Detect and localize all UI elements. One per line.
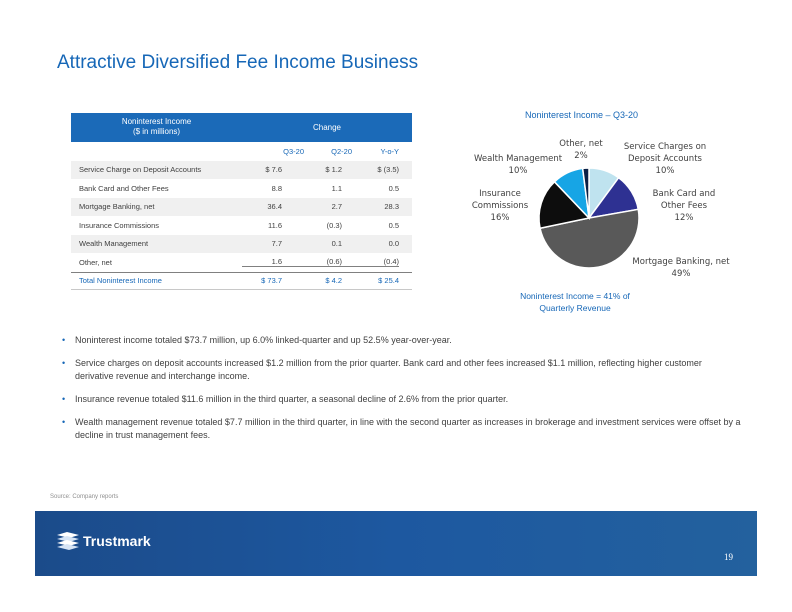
- pie-label: Other, net 2%: [521, 138, 641, 162]
- source-note: Source: Company reports: [50, 494, 119, 500]
- col-q2-header: Q2-20: [331, 146, 352, 156]
- cell-q3: $ 73.7: [261, 276, 282, 286]
- pie-label-line: 16%: [490, 213, 510, 223]
- pie-label-line: Deposit Accounts: [628, 154, 702, 164]
- cell-yoy: 0.5: [388, 183, 399, 193]
- table-total-row: Total Noninterest Income $ 73.7 $ 4.2 $ …: [71, 271, 412, 290]
- col-q3-header: Q3-20: [283, 146, 304, 156]
- row-label: Insurance Commissions: [79, 220, 160, 230]
- cell-q2: $ 1.2: [325, 165, 342, 175]
- table-header-left: Noninterest Income ($ in millions): [71, 113, 242, 142]
- noninterest-income-table: Noninterest Income ($ in millions) Chang…: [71, 113, 412, 290]
- cell-q3: 8.8: [271, 183, 282, 193]
- pie-label: Wealth Management 10%: [458, 153, 578, 177]
- pie-label-line: 12%: [674, 213, 694, 223]
- row-label: Mortgage Banking, net: [79, 202, 155, 212]
- row-label: Total Noninterest Income: [79, 276, 162, 286]
- pie-label-line: Other, net: [559, 139, 603, 149]
- chart-footnote: Noninterest Income = 41% of Quarterly Re…: [505, 290, 645, 314]
- cell-q2: $ 4.2: [325, 276, 342, 286]
- bullet-glyph: •: [62, 335, 66, 345]
- chart-title: Noninterest Income – Q3-20: [525, 110, 639, 120]
- row-label: Bank Card and Other Fees: [79, 183, 169, 193]
- row-label: Service Charge on Deposit Accounts: [79, 165, 202, 175]
- pie-label-line: Mortgage Banking, net: [632, 257, 730, 267]
- column-header-row: Q3-20 Q2-20 Y-o-Y: [71, 142, 412, 161]
- cell-q2: 0.1: [331, 239, 342, 249]
- pie-label-line: Service Charges on: [623, 142, 707, 152]
- bullet-text: Service charges on deposit accounts incr…: [75, 358, 702, 381]
- cell-q3: 11.6: [267, 220, 282, 230]
- pie-label: Mortgage Banking, net 49%: [621, 256, 741, 280]
- cell-yoy: (0.4): [342, 257, 399, 268]
- bullet-glyph: •: [62, 394, 66, 404]
- pie-label-line: 10%: [508, 166, 528, 176]
- pie-label-line: Commissions: [471, 201, 529, 211]
- table-row: Service Charge on Deposit Accounts $ 7.6…: [71, 160, 412, 179]
- cell-q2: (0.6): [282, 257, 342, 268]
- pie-label-line: 10%: [655, 166, 675, 176]
- table-header-change: Change: [312, 123, 342, 132]
- pie-label-line: Insurance: [479, 189, 521, 199]
- cell-yoy: $ (3.5): [377, 165, 399, 175]
- pie-label: Insurance Commissions 16%: [440, 188, 560, 224]
- cell-q3: 7.7: [271, 239, 282, 249]
- pie-label-line: 2%: [574, 151, 588, 161]
- pie-label: Bank Card and Other Fees 12%: [624, 188, 744, 224]
- pie-label: Service Charges on Deposit Accounts 10%: [605, 141, 725, 177]
- col-yoy-header: Y-o-Y: [380, 146, 399, 156]
- pie-label-line: Bank Card and: [652, 189, 716, 199]
- header-left-line1: Noninterest Income: [121, 117, 192, 126]
- cell-q3: 36.4: [267, 202, 282, 212]
- footnote-line1: Noninterest Income = 41% of: [520, 291, 630, 301]
- table-header: Noninterest Income ($ in millions) Chang…: [71, 113, 412, 142]
- table-row: Mortgage Banking, net 36.4 2.7 28.3: [71, 197, 412, 216]
- table-row: Insurance Commissions 11.6 (0.3) 0.5: [71, 216, 412, 235]
- bullet-text: Noninterest income totaled $73.7 million…: [75, 335, 452, 345]
- pie-label-line: Other Fees: [660, 201, 708, 211]
- cell-yoy: 28.3: [384, 202, 399, 212]
- footnote-line2: Quarterly Revenue: [539, 303, 611, 313]
- header-left-line2: ($ in millions): [132, 127, 181, 136]
- footer-bar: Trustmark 19: [35, 511, 757, 576]
- table-row: Bank Card and Other Fees 8.8 1.1 0.5: [71, 179, 412, 198]
- cell-yoy: 0.5: [388, 220, 399, 230]
- table-row: Other, net 1.6 (0.6) (0.4): [71, 253, 412, 272]
- page-number: 19: [724, 552, 733, 562]
- cell-q2: (0.3): [326, 220, 342, 230]
- pie-label-line: Wealth Management: [473, 154, 563, 164]
- trustmark-logo-icon: [57, 532, 79, 550]
- bullet-item: • Wealth management revenue totaled $7.7 …: [62, 416, 742, 442]
- pie-label-line: 49%: [671, 269, 691, 279]
- cell-q3: 1.6: [242, 257, 282, 268]
- row-label: Other, net: [79, 257, 112, 267]
- logo-text: Trustmark: [83, 533, 151, 549]
- table-row: Wealth Management 7.7 0.1 0.0: [71, 234, 412, 253]
- bullet-glyph: •: [62, 358, 66, 368]
- bullet-text: Insurance revenue totaled $11.6 million …: [75, 394, 509, 404]
- bullet-item: • Noninterest income totaled $73.7 millio…: [62, 334, 742, 347]
- cell-yoy: $ 25.4: [378, 276, 399, 286]
- bullet-glyph: •: [62, 417, 66, 427]
- page-title: Attractive Diversified Fee Income Busine…: [57, 52, 419, 73]
- cell-q2: 1.1: [331, 183, 342, 193]
- cell-yoy: 0.0: [388, 239, 399, 249]
- bullet-text: Wealth management revenue totaled $7.7 m…: [75, 417, 741, 440]
- bullet-item: • Insurance revenue totaled $11.6 million…: [62, 393, 742, 406]
- pie-slice-other-net: [581, 167, 590, 219]
- cell-q3: $ 7.6: [265, 165, 282, 175]
- row-label: Wealth Management: [79, 239, 149, 249]
- bullet-item: • Service charges on deposit accounts inc…: [62, 357, 742, 383]
- bullet-list: • Noninterest income totaled $73.7 millio…: [62, 334, 742, 452]
- cell-q2: 2.7: [331, 202, 342, 212]
